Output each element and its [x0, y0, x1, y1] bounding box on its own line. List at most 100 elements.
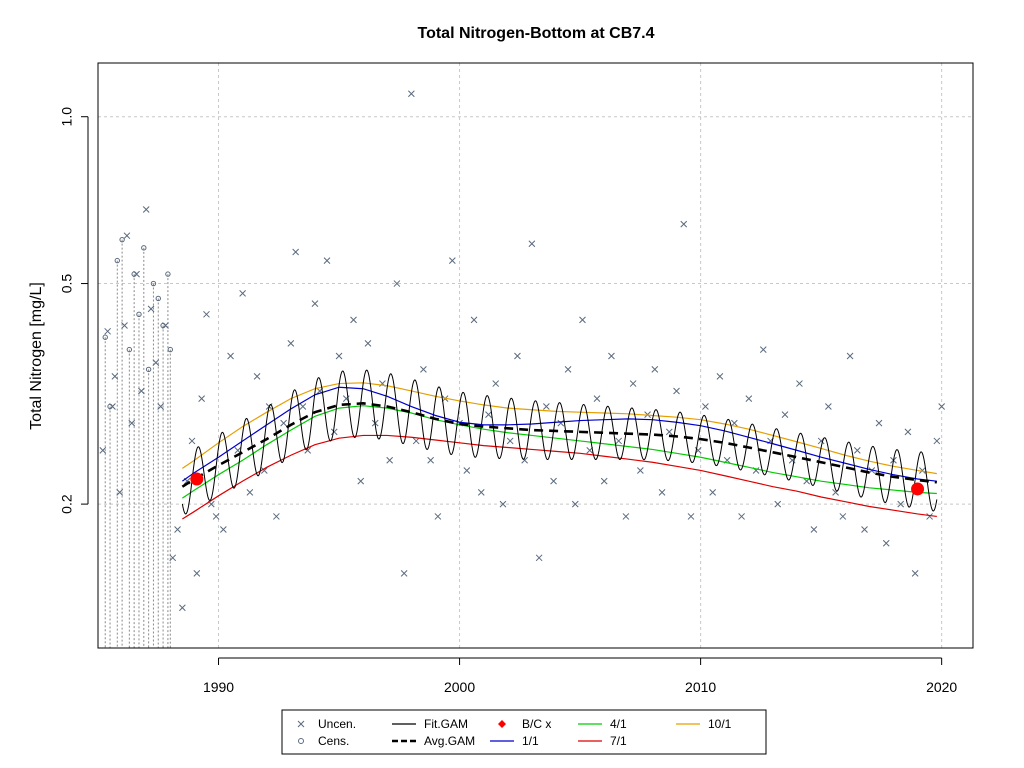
- uncensored-point: [485, 411, 492, 419]
- uncensored-point: [825, 403, 832, 410]
- uncensored-point: [933, 437, 941, 445]
- censored-point: [150, 280, 157, 287]
- uncensored-point: [260, 467, 268, 474]
- legend-label: 1/1: [522, 734, 539, 748]
- baseline-current-point: [911, 482, 925, 496]
- plot-area: [99, 90, 946, 648]
- x-tick-label: 2010: [685, 679, 716, 695]
- legend-label: Uncen.: [318, 717, 356, 731]
- uncensored-point: [393, 280, 401, 287]
- uncensored-point: [179, 604, 186, 612]
- uncensored-point: [280, 419, 287, 427]
- uncensored-point: [193, 569, 201, 577]
- uncensored-point: [637, 467, 644, 474]
- chart-title: Total Nitrogen-Bottom at CB7.4: [417, 25, 654, 42]
- uncensored-point: [615, 437, 623, 445]
- uncensored-point: [622, 513, 630, 520]
- uncensored-point: [564, 366, 572, 373]
- uncensored-point: [492, 380, 500, 387]
- uncensored-point: [448, 257, 456, 264]
- uncensored-point: [861, 526, 868, 533]
- uncensored-point: [600, 477, 608, 485]
- uncensored-point: [364, 340, 372, 347]
- censored-point: [141, 245, 147, 251]
- uncensored-point: [133, 270, 140, 278]
- uncensored-point: [550, 477, 557, 485]
- uncensored-point: [506, 437, 514, 445]
- uncensored-point: [608, 352, 615, 360]
- axes: 1990 2000 2010 2020 0.2 0.5 1.0: [59, 107, 958, 695]
- uncensored-point: [104, 327, 111, 335]
- legend-symbol-diamond: [498, 720, 506, 728]
- uncensored-point: [287, 340, 295, 347]
- uncensored-point: [514, 352, 521, 360]
- uncensored-point: [499, 500, 507, 508]
- uncensored-point: [709, 489, 717, 496]
- uncensored-point: [109, 403, 116, 410]
- y-tick-label: 1.0: [59, 107, 75, 127]
- fit-gam-line: [181, 369, 938, 515]
- uncensored-point: [904, 428, 912, 436]
- legend-label: Avg.GAM: [424, 734, 475, 748]
- uncensored-point: [169, 554, 177, 562]
- uncensored-point: [203, 310, 210, 318]
- uncensored-point: [121, 322, 128, 329]
- uncensored-point: [687, 513, 695, 520]
- series-line-1-1: [182, 386, 937, 482]
- censored-point: [145, 366, 152, 373]
- legend-label: Cens.: [318, 734, 349, 748]
- uncensored-point: [470, 316, 478, 324]
- uncensored-point: [330, 428, 338, 436]
- uncensored-point: [463, 467, 471, 474]
- censored-point: [136, 311, 142, 318]
- uncensored-point: [839, 513, 847, 520]
- censored-point: [167, 346, 174, 353]
- legend-box: [281, 709, 767, 755]
- uncensored-point: [350, 316, 357, 324]
- uncensored-point: [116, 489, 124, 496]
- uncensored-point: [412, 437, 420, 445]
- uncensored-point: [926, 513, 933, 520]
- uncensored-point: [673, 387, 680, 395]
- x-tick-label: 1990: [203, 679, 234, 695]
- uncensored-point: [162, 322, 169, 329]
- censored-point: [102, 334, 108, 340]
- series-line-4-1: [182, 405, 937, 499]
- uncensored-point: [528, 240, 536, 248]
- uncensored-point: [542, 403, 550, 410]
- uncensored-point: [357, 477, 365, 485]
- uncensored-point: [323, 257, 331, 264]
- uncensored-point: [427, 456, 434, 464]
- uncensored-point: [658, 489, 666, 496]
- uncensored-point: [810, 526, 818, 533]
- uncensored-point: [781, 411, 789, 419]
- plot-frame: [97, 62, 974, 649]
- uncensored-point: [198, 395, 206, 402]
- uncensored-point: [938, 403, 946, 410]
- y-axis-label: Total Nitrogen [mg/L]: [28, 282, 45, 430]
- y-tick-label: 0.2: [59, 494, 75, 514]
- legend: Uncen. Cens. Fit.GAM Avg.GAM B/C x 1/1 4/1 7/1 1…: [281, 709, 767, 755]
- uncensored-point: [335, 352, 343, 360]
- uncensored-point: [188, 437, 196, 445]
- uncensored-point: [651, 366, 659, 373]
- uncensored-point: [593, 395, 601, 402]
- uncensored-point: [557, 419, 565, 427]
- uncensored-point: [579, 316, 586, 324]
- uncensored-point: [759, 346, 767, 353]
- uncensored-point: [128, 419, 136, 427]
- uncensored-point: [665, 428, 673, 436]
- uncensored-point: [408, 90, 415, 98]
- uncensored-point: [420, 366, 427, 373]
- uncensored-point: [716, 373, 724, 380]
- censored-point: [165, 271, 171, 277]
- uncensored-point: [99, 447, 107, 454]
- uncensored-point: [680, 220, 688, 228]
- uncensored-point: [212, 513, 220, 520]
- uncensored-point: [745, 395, 753, 402]
- uncensored-point: [919, 467, 926, 474]
- uncensored-point: [875, 419, 883, 427]
- series-line-7-1: [182, 434, 937, 520]
- uncensored-point: [299, 403, 307, 410]
- uncensored-point: [152, 359, 160, 366]
